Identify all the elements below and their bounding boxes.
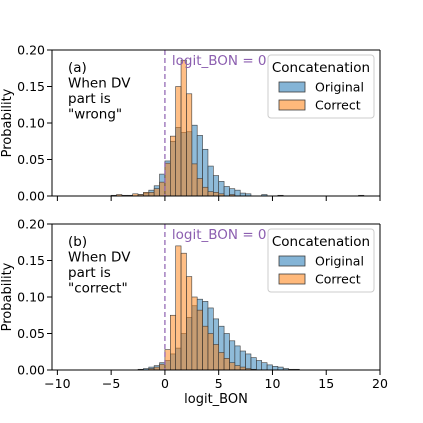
- histogram-bar: [191, 163, 198, 197]
- histogram-bar: [213, 344, 219, 371]
- legend-label: Correct: [315, 272, 361, 287]
- y-tick-label: 0.15: [17, 253, 45, 268]
- legend-label: Correct: [315, 98, 361, 113]
- y-tick-label: 0.00: [17, 363, 45, 378]
- legend: Concatenation Original Correct: [267, 54, 375, 119]
- legend-title: Concatenation: [272, 60, 370, 76]
- y-tick-label: 0.05: [17, 152, 45, 167]
- histogram-bar: [148, 192, 155, 197]
- histogram-bar: [143, 192, 150, 197]
- y-axis-title: Probability: [0, 262, 15, 331]
- x-tick-label: −10: [44, 376, 70, 391]
- histogram-bar: [159, 363, 166, 371]
- histogram-bar: [223, 186, 230, 197]
- histogram-bar: [202, 186, 209, 197]
- legend-swatch: [278, 99, 306, 111]
- series-correct: [110, 59, 365, 197]
- legend: Concatenation Original Correct: [267, 228, 375, 293]
- panel-annotation-line: "wrong": [68, 107, 122, 123]
- y-tick-label: 0.10: [17, 116, 45, 131]
- histogram-bar: [186, 93, 193, 197]
- y-tick-label: 0.10: [17, 290, 45, 305]
- histogram-bar: [272, 366, 279, 371]
- reference-line-label: logit_BON = 0: [172, 227, 267, 243]
- y-tick-label: 0.05: [17, 326, 45, 341]
- histogram-bar: [218, 352, 225, 371]
- histogram-bar: [250, 357, 257, 371]
- x-tick-label: 5: [215, 376, 223, 391]
- histogram-bar: [196, 178, 203, 197]
- histogram-bar: [223, 358, 230, 371]
- x-axis-title: logit_BON: [184, 392, 248, 407]
- panel-annotation-line: "correct": [68, 281, 128, 297]
- series-correct: [148, 245, 257, 371]
- y-tick-label: 0.15: [17, 79, 45, 94]
- histogram-bar: [186, 276, 193, 371]
- panel-annotation-line: part is: [68, 265, 111, 281]
- panel-annotation-line: (a): [68, 60, 87, 76]
- legend-swatch: [278, 81, 306, 93]
- legend-swatch: [278, 255, 306, 267]
- panel-annotation-line: (b): [68, 234, 87, 250]
- reference-line-label: logit_BON = 0: [172, 53, 267, 69]
- y-tick-label: 0.20: [17, 43, 45, 58]
- histogram-bar: [229, 362, 236, 371]
- x-tick-label: 15: [318, 376, 334, 391]
- histogram-bar: [266, 364, 273, 371]
- x-tick-label: 10: [265, 376, 281, 391]
- histogram-bar: [207, 333, 214, 371]
- histogram-bar: [180, 252, 187, 371]
- histogram-bar: [164, 162, 171, 197]
- histogram-bar: [175, 86, 182, 197]
- legend-swatch: [278, 273, 306, 285]
- legend-label: Original: [315, 80, 364, 95]
- histogram-bar: [196, 309, 203, 371]
- histogram-bar: [170, 314, 176, 371]
- histogram-bar: [234, 189, 241, 197]
- histogram-bar: [213, 192, 219, 197]
- y-axis-title: Probability: [0, 88, 15, 157]
- x-tick-label: 20: [372, 376, 388, 391]
- histogram-bar: [191, 296, 198, 371]
- y-tick-label: 0.20: [17, 217, 45, 232]
- legend-title: Concatenation: [272, 234, 370, 250]
- histogram-bar: [153, 188, 160, 197]
- histogram-bar: [170, 135, 176, 197]
- legend-label: Original: [315, 254, 364, 269]
- histogram-bar: [175, 245, 182, 371]
- histogram-bar: [207, 191, 214, 197]
- panel-a: logit_BON = 0 0.00 0.05 0.10 0.15 0.20 Probabi…: [0, 43, 381, 204]
- histogram-bar: [164, 349, 171, 371]
- x-tick-label: −5: [102, 376, 120, 391]
- x-tick-label: 0: [161, 376, 169, 391]
- histogram-bar: [180, 59, 187, 197]
- panel-b: logit_BON = 0 0.00 0.05 0.10 0.15 0.20 −10 −5 0 5…: [0, 217, 388, 408]
- panel-annotation-line: part is: [68, 91, 111, 107]
- histogram-bar: [256, 360, 263, 371]
- histogram-bar: [245, 353, 252, 371]
- y-tick-label: 0.00: [17, 189, 45, 204]
- panel-annotation-line: When DV: [68, 76, 131, 92]
- panel-annotation-line: When DV: [68, 250, 131, 266]
- histogram-bar: [234, 365, 241, 371]
- histogram-bar: [159, 181, 166, 197]
- histogram-bar: [261, 362, 268, 371]
- histogram-bar: [202, 325, 209, 371]
